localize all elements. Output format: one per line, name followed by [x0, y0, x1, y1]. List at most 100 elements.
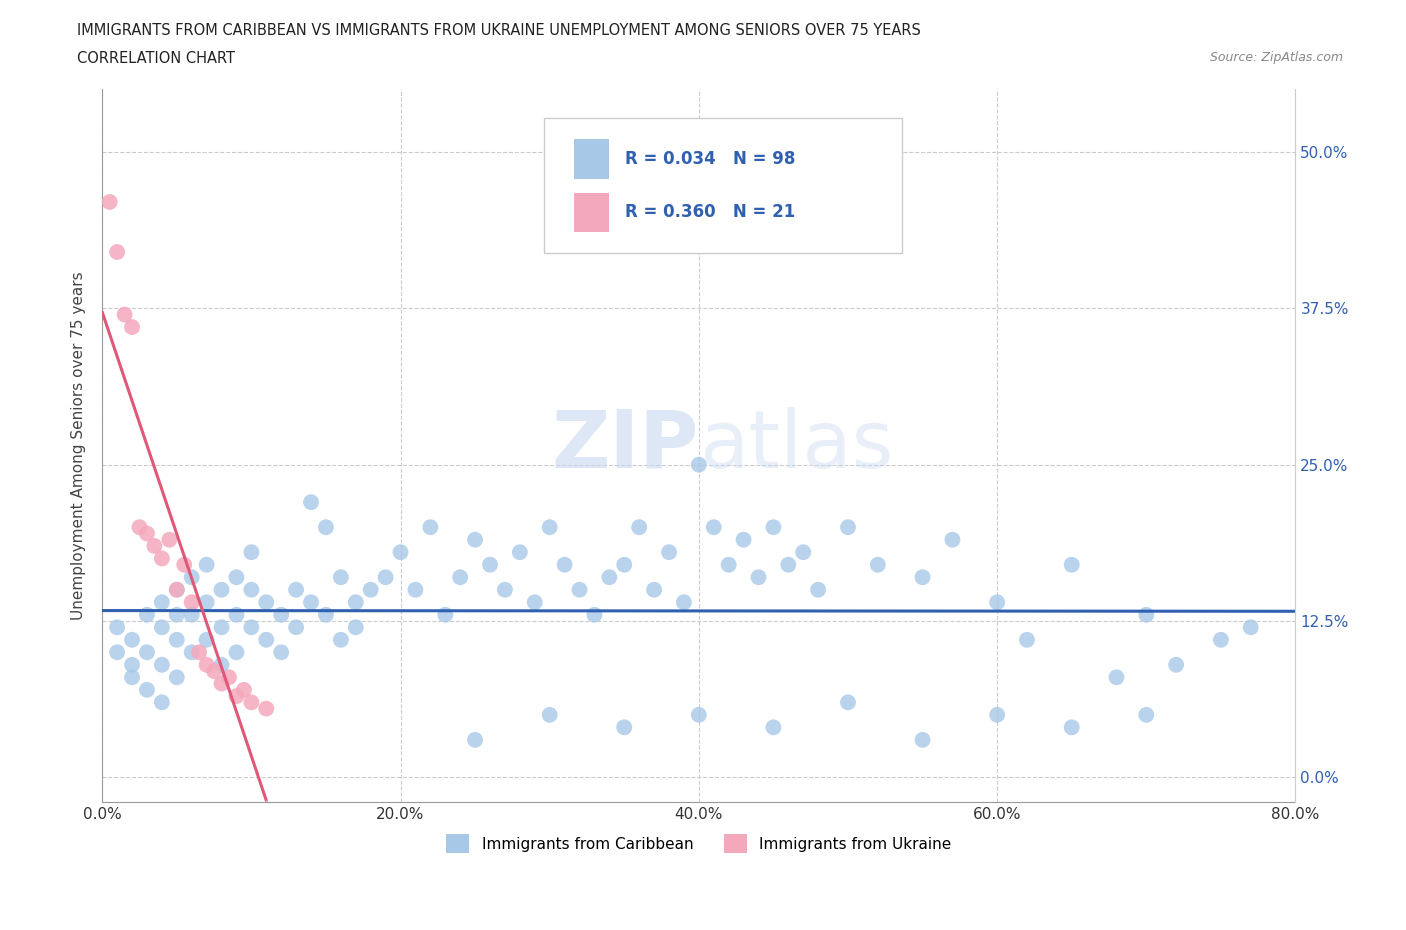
Point — [150, 595, 173, 610]
Point — [523, 595, 546, 610]
Point — [464, 733, 486, 748]
Point — [285, 619, 308, 634]
Point — [643, 582, 665, 597]
FancyBboxPatch shape — [574, 140, 609, 179]
Point — [114, 307, 136, 322]
Point — [254, 632, 277, 647]
Point — [360, 582, 382, 597]
Point — [218, 670, 240, 684]
Point — [157, 532, 180, 547]
Point — [434, 607, 457, 622]
Point — [329, 632, 352, 647]
Point — [180, 607, 202, 622]
Point — [150, 695, 173, 710]
Point — [344, 619, 367, 634]
Point — [150, 551, 173, 566]
Text: R = 0.034   N = 98: R = 0.034 N = 98 — [624, 150, 796, 167]
Point — [166, 582, 188, 597]
Point — [136, 526, 159, 541]
Point — [986, 708, 1008, 723]
Point — [240, 695, 263, 710]
Point — [688, 708, 710, 723]
Point — [166, 607, 188, 622]
Text: CORRELATION CHART: CORRELATION CHART — [77, 51, 235, 66]
Point — [1105, 670, 1128, 684]
Point — [658, 545, 681, 560]
Text: Source: ZipAtlas.com: Source: ZipAtlas.com — [1209, 51, 1343, 64]
Text: ZIP: ZIP — [551, 407, 699, 485]
Point — [121, 670, 143, 684]
Point — [329, 570, 352, 585]
Point — [240, 545, 263, 560]
Point — [404, 582, 426, 597]
Point — [733, 532, 755, 547]
Point — [568, 582, 591, 597]
Y-axis label: Unemployment Among Seniors over 75 years: Unemployment Among Seniors over 75 years — [72, 272, 86, 620]
Point — [911, 733, 934, 748]
Point — [464, 532, 486, 547]
Point — [188, 644, 211, 659]
Point — [136, 607, 159, 622]
Point — [315, 520, 337, 535]
Point — [1015, 632, 1038, 647]
Text: IMMIGRANTS FROM CARIBBEAN VS IMMIGRANTS FROM UKRAINE UNEMPLOYMENT AMONG SENIORS : IMMIGRANTS FROM CARIBBEAN VS IMMIGRANTS … — [77, 23, 921, 38]
Point — [807, 582, 830, 597]
Point — [180, 570, 202, 585]
Point — [211, 619, 233, 634]
Point — [986, 595, 1008, 610]
Point — [315, 607, 337, 622]
Point — [1209, 632, 1232, 647]
Point — [105, 644, 128, 659]
Point — [1135, 607, 1157, 622]
Point — [225, 570, 247, 585]
Point — [225, 688, 247, 703]
Point — [240, 582, 263, 597]
Point — [225, 644, 247, 659]
Point — [837, 520, 859, 535]
Point — [717, 557, 740, 572]
Point — [166, 582, 188, 597]
Point — [270, 644, 292, 659]
Point — [374, 570, 396, 585]
Point — [419, 520, 441, 535]
Point — [911, 570, 934, 585]
Point — [1240, 619, 1263, 634]
Point — [180, 595, 202, 610]
Point — [538, 520, 561, 535]
Point — [270, 607, 292, 622]
FancyBboxPatch shape — [574, 193, 609, 232]
Point — [150, 619, 173, 634]
Point — [136, 683, 159, 698]
Point — [344, 595, 367, 610]
Point — [747, 570, 769, 585]
Point — [509, 545, 531, 560]
Point — [1166, 658, 1188, 672]
Point — [598, 570, 620, 585]
Point — [837, 695, 859, 710]
Point — [166, 670, 188, 684]
Point — [628, 520, 651, 535]
Point — [143, 538, 166, 553]
Point — [202, 664, 225, 679]
Point — [1135, 708, 1157, 723]
Point — [98, 194, 121, 209]
Point — [121, 320, 143, 335]
Point — [688, 458, 710, 472]
Point — [285, 582, 308, 597]
Point — [1060, 720, 1083, 735]
Point — [941, 532, 963, 547]
Point — [150, 658, 173, 672]
Point — [449, 570, 471, 585]
Point — [105, 245, 128, 259]
Point — [866, 557, 889, 572]
Point — [232, 683, 254, 698]
Point — [538, 708, 561, 723]
Point — [762, 720, 785, 735]
Legend: Immigrants from Caribbean, Immigrants from Ukraine: Immigrants from Caribbean, Immigrants fr… — [440, 828, 957, 859]
Point — [479, 557, 502, 572]
Point — [778, 557, 800, 572]
Point — [173, 557, 195, 572]
Point — [703, 520, 725, 535]
Point — [1060, 557, 1083, 572]
Point — [166, 632, 188, 647]
